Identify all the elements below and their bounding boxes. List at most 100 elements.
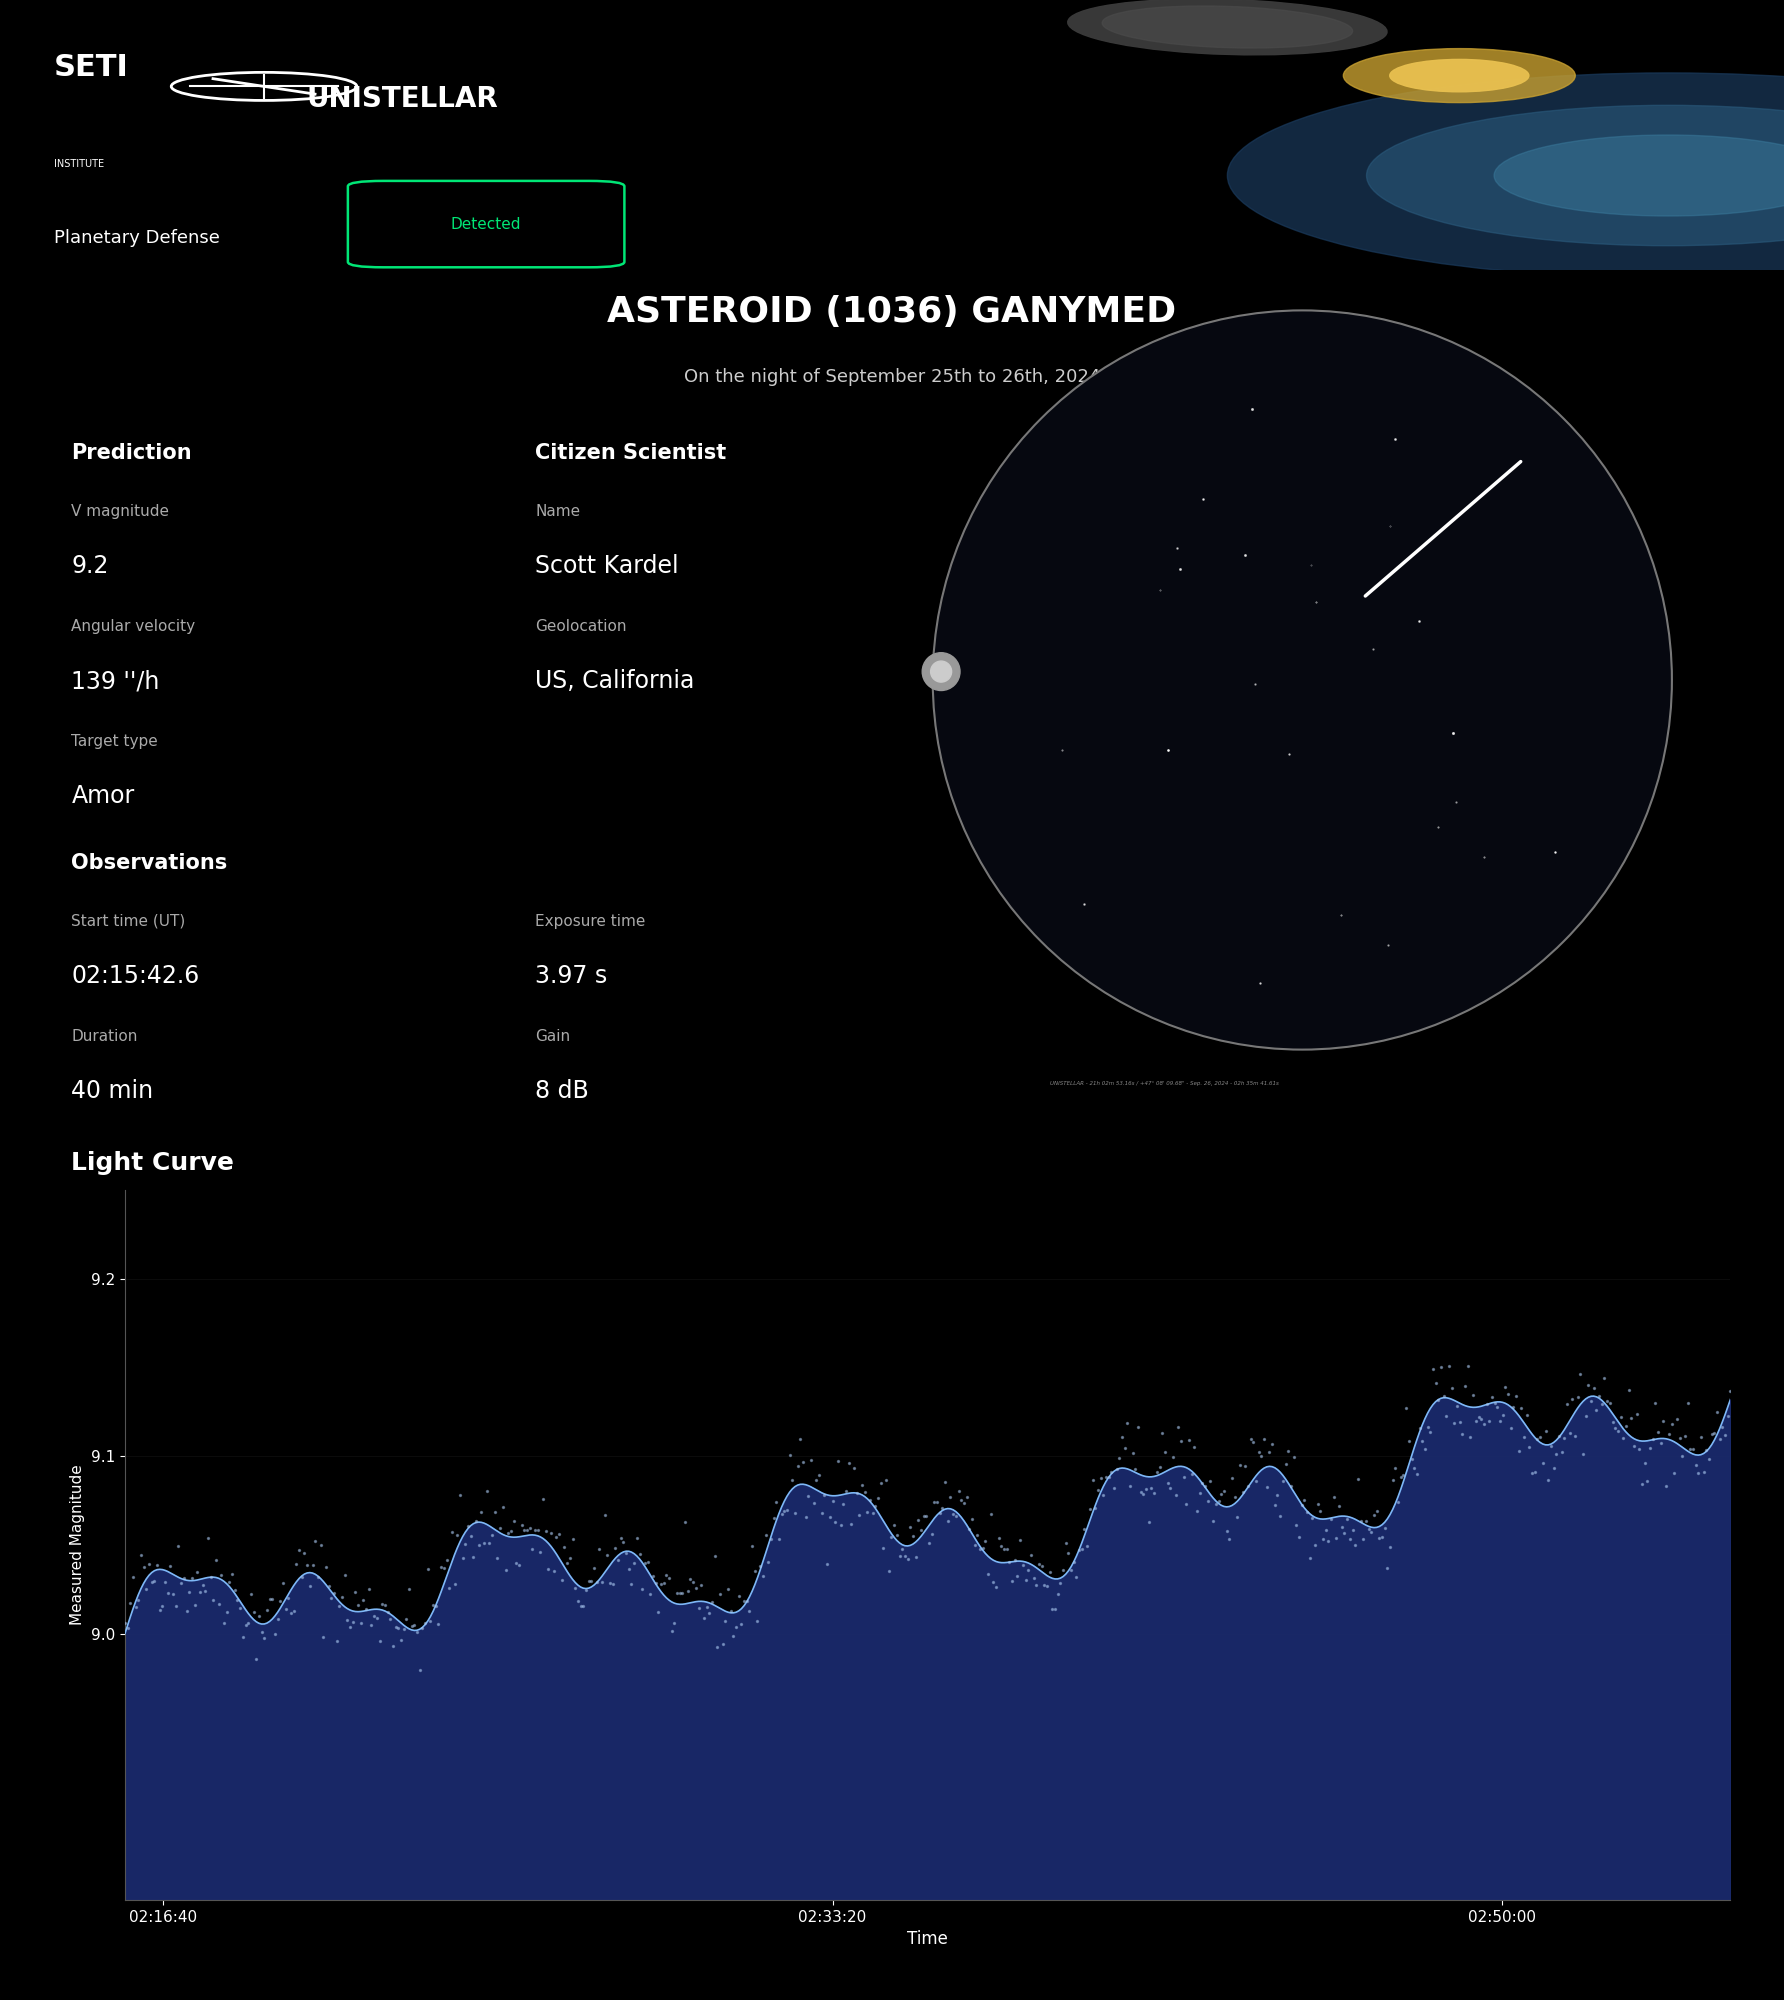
Point bbox=[1001, 1544, 1029, 1576]
Point bbox=[1327, 1512, 1356, 1544]
Point bbox=[1422, 1366, 1450, 1398]
Text: SETI: SETI bbox=[54, 52, 128, 82]
Point bbox=[1368, 1522, 1397, 1554]
Point bbox=[537, 1516, 566, 1548]
Point bbox=[189, 1568, 218, 1600]
Point bbox=[1647, 1428, 1675, 1460]
Point bbox=[266, 1584, 294, 1616]
Point bbox=[1006, 1524, 1035, 1556]
Point bbox=[1681, 1448, 1709, 1480]
Point bbox=[874, 1556, 903, 1588]
Point bbox=[1413, 1410, 1441, 1442]
Point bbox=[1272, 1448, 1301, 1480]
Point bbox=[1192, 1470, 1220, 1502]
Point bbox=[1354, 1512, 1383, 1544]
Point bbox=[883, 1518, 912, 1550]
Point bbox=[1072, 1530, 1101, 1562]
Point bbox=[1197, 1466, 1226, 1498]
Text: Name: Name bbox=[535, 504, 580, 518]
Point bbox=[218, 1558, 246, 1590]
Point bbox=[298, 1550, 326, 1582]
Point bbox=[878, 1522, 906, 1554]
Point bbox=[1215, 1524, 1243, 1556]
Point bbox=[819, 1486, 847, 1518]
Point bbox=[421, 1590, 450, 1622]
Point bbox=[739, 1530, 767, 1562]
Point bbox=[1060, 1546, 1088, 1578]
Point bbox=[330, 1560, 359, 1592]
Point bbox=[350, 1584, 378, 1616]
Point bbox=[635, 1578, 664, 1610]
Point bbox=[143, 1548, 171, 1580]
Point bbox=[614, 1554, 642, 1586]
Point bbox=[947, 1484, 976, 1516]
Point bbox=[696, 1598, 724, 1630]
Point bbox=[1456, 1420, 1484, 1452]
Point bbox=[1381, 1452, 1409, 1484]
Point bbox=[808, 1496, 837, 1528]
Point bbox=[922, 1486, 951, 1518]
Point bbox=[1540, 1452, 1568, 1484]
Point bbox=[141, 1564, 169, 1596]
Point bbox=[853, 1496, 881, 1528]
Point bbox=[153, 1578, 182, 1610]
Point bbox=[1177, 1458, 1206, 1490]
Point bbox=[1258, 1428, 1286, 1460]
Point bbox=[136, 1548, 164, 1580]
Text: 9.2: 9.2 bbox=[71, 554, 109, 578]
Point bbox=[1252, 1472, 1281, 1504]
Point bbox=[473, 1476, 501, 1508]
Point bbox=[1397, 1442, 1425, 1474]
Point bbox=[1411, 1434, 1440, 1466]
Point bbox=[1643, 1416, 1672, 1448]
Point bbox=[933, 1506, 962, 1538]
Point bbox=[121, 1590, 150, 1622]
Point bbox=[1019, 1562, 1047, 1594]
Point bbox=[1609, 1422, 1638, 1454]
Circle shape bbox=[1227, 72, 1784, 278]
Point bbox=[1081, 1492, 1110, 1524]
Point bbox=[960, 1528, 988, 1560]
Point bbox=[319, 1578, 348, 1610]
Point bbox=[1584, 1380, 1613, 1412]
Point bbox=[1288, 1490, 1317, 1522]
Point bbox=[442, 1520, 471, 1552]
Point bbox=[1652, 1470, 1681, 1502]
Point bbox=[681, 1572, 710, 1604]
Point bbox=[405, 1654, 434, 1686]
Point bbox=[184, 1556, 212, 1588]
Point bbox=[835, 1446, 863, 1478]
Point bbox=[1598, 1406, 1627, 1438]
Text: Gain: Gain bbox=[535, 1028, 571, 1044]
Point bbox=[1028, 1550, 1056, 1582]
Point bbox=[303, 1560, 332, 1592]
Point bbox=[120, 1560, 148, 1592]
Point bbox=[1242, 1466, 1270, 1498]
Point bbox=[1156, 1472, 1185, 1504]
Point bbox=[1588, 1388, 1616, 1420]
Point bbox=[910, 1500, 938, 1532]
Text: On the night of September 25th to 26th, 2024: On the night of September 25th to 26th, … bbox=[683, 368, 1101, 386]
Point bbox=[1363, 1496, 1392, 1528]
Point bbox=[1625, 1434, 1654, 1466]
Point bbox=[1204, 1484, 1233, 1516]
Text: 8 dB: 8 dB bbox=[535, 1080, 589, 1104]
Point bbox=[1408, 1426, 1436, 1458]
Point bbox=[1707, 1412, 1736, 1444]
Point bbox=[778, 1464, 806, 1496]
Point bbox=[1145, 1452, 1174, 1484]
Point bbox=[1256, 1436, 1284, 1468]
Point bbox=[587, 1566, 615, 1598]
Point bbox=[869, 1532, 897, 1564]
Point bbox=[1534, 1464, 1563, 1496]
Point bbox=[271, 1594, 300, 1626]
Circle shape bbox=[922, 652, 960, 690]
Point bbox=[1220, 1480, 1249, 1512]
Point bbox=[1418, 1352, 1447, 1384]
Point bbox=[582, 1566, 610, 1598]
Point bbox=[1449, 1418, 1477, 1450]
Point bbox=[1529, 1448, 1557, 1480]
Point bbox=[685, 1592, 714, 1624]
Point bbox=[1509, 1422, 1538, 1454]
Point bbox=[805, 1458, 833, 1490]
